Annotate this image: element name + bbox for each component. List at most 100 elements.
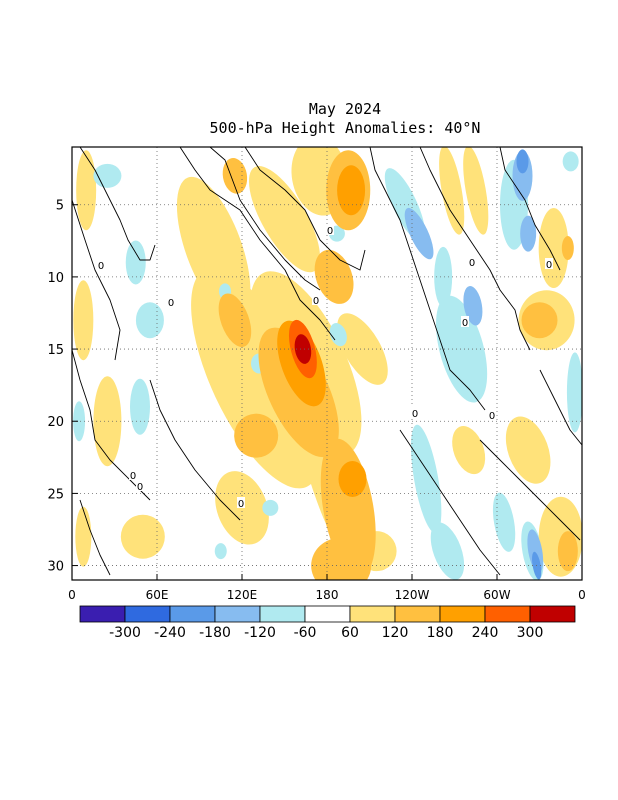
anomaly-region xyxy=(516,149,529,174)
anomaly-region xyxy=(562,151,579,172)
y-tick-label: 25 xyxy=(47,487,64,502)
anomaly-region xyxy=(248,166,321,273)
colorbar-swatch xyxy=(79,605,126,623)
anomaly-region xyxy=(338,460,367,497)
y-tick-label: 20 xyxy=(47,415,64,430)
colorbar-swatch xyxy=(304,605,351,623)
zero-contour xyxy=(179,147,336,341)
anomaly-region xyxy=(410,424,442,534)
anomaly-region xyxy=(463,147,489,235)
anomaly-region xyxy=(314,249,354,304)
anomaly-region xyxy=(125,240,146,285)
colorbar-swatch xyxy=(169,605,216,623)
contour-label: 0 xyxy=(546,260,552,271)
y-tick-label: 30 xyxy=(47,560,64,575)
anomaly-region xyxy=(329,323,347,347)
contour-label-bg xyxy=(461,316,469,327)
zero-contour xyxy=(209,147,321,291)
x-tick-label: 120W xyxy=(395,588,430,602)
contour-label: 0 xyxy=(130,471,136,482)
x-tick-label: 0 xyxy=(68,588,76,602)
anomaly-region xyxy=(214,543,227,560)
x-tick-label: 120E xyxy=(227,588,258,602)
colorbar-swatch xyxy=(439,605,486,623)
anomaly-region xyxy=(311,537,372,580)
contour-label: 0 xyxy=(462,318,468,329)
zero-contour xyxy=(244,147,366,271)
anomaly-region xyxy=(76,150,97,231)
colorbar-swatch xyxy=(259,605,306,623)
anomaly-region xyxy=(439,147,465,235)
y-tick-label: 10 xyxy=(47,271,64,286)
anomaly-region xyxy=(294,334,312,364)
colorbar-label: 180 xyxy=(427,625,454,641)
anomaly-region xyxy=(73,280,94,361)
colorbar-label: 60 xyxy=(341,625,359,641)
anomaly-region xyxy=(135,302,164,339)
x-tick-label: 60W xyxy=(483,588,510,602)
anomaly-region xyxy=(234,413,279,458)
contour-label-bg xyxy=(488,409,496,420)
contour-label-bg xyxy=(411,407,419,418)
anomaly-region xyxy=(434,246,453,307)
colorbar-label: -300 xyxy=(109,625,141,641)
zero-contour xyxy=(499,147,561,271)
zero-contour xyxy=(419,147,531,351)
anomaly-region xyxy=(452,426,486,475)
anomaly-region xyxy=(521,302,558,339)
y-tick-label: 5 xyxy=(56,199,64,214)
anomaly-region xyxy=(93,376,122,467)
anomaly-region xyxy=(492,492,516,552)
chart-title: May 2024 xyxy=(308,100,382,118)
anomaly-region xyxy=(120,514,165,559)
colorbar-swatch xyxy=(214,605,261,623)
anomaly-region xyxy=(561,236,574,261)
contour-label: 0 xyxy=(168,298,174,309)
contour-label-bg xyxy=(545,258,553,269)
colorbar-label: -240 xyxy=(154,625,186,641)
anomaly-region xyxy=(404,207,434,260)
contour-label-bg xyxy=(312,294,320,305)
contour-label-bg xyxy=(136,480,144,491)
colorbar: -300 -240 -180 -120 -60 60 120 180 240 300 xyxy=(79,605,576,641)
contour-label-bg xyxy=(326,224,334,235)
zero-contour xyxy=(539,369,582,446)
anomaly-region xyxy=(337,313,388,385)
contour-label-bg xyxy=(468,256,476,267)
colorbar-swatch xyxy=(529,605,576,623)
zero-contour xyxy=(479,439,581,541)
colorbar-label: 300 xyxy=(517,625,544,641)
contour-label: 0 xyxy=(98,261,104,272)
contour-label: 0 xyxy=(469,258,475,269)
anomaly-region xyxy=(262,499,279,516)
contour-label: 0 xyxy=(313,296,319,307)
anomaly-region xyxy=(463,286,483,326)
zero-contour xyxy=(149,379,241,521)
colorbar-swatch xyxy=(394,605,441,623)
contour-label: 0 xyxy=(327,226,333,237)
anomaly-region xyxy=(75,506,92,567)
x-tick-label: 0 xyxy=(578,588,586,602)
anomaly-region xyxy=(218,293,252,347)
colorbar-label: -180 xyxy=(199,625,231,641)
contour-label: 0 xyxy=(412,409,418,420)
zero-contour xyxy=(79,147,156,261)
anomaly-region xyxy=(520,215,537,252)
anomaly-region xyxy=(505,416,551,484)
anomaly-region xyxy=(430,522,465,580)
anomaly-region xyxy=(566,352,582,433)
x-tick-label: 180 xyxy=(316,588,339,602)
colorbar-label: -120 xyxy=(244,625,276,641)
x-tick-label: 60E xyxy=(146,588,169,602)
contour-label: 0 xyxy=(489,411,495,422)
contour-label-bg xyxy=(237,497,245,508)
colorbar-swatch xyxy=(484,605,531,623)
zero-contour xyxy=(399,429,501,576)
gridlines xyxy=(72,147,582,580)
anomaly-region xyxy=(222,158,248,194)
contour-label-bg xyxy=(97,259,105,270)
y-tick-label: 15 xyxy=(47,343,64,358)
anomaly-region xyxy=(557,531,578,572)
